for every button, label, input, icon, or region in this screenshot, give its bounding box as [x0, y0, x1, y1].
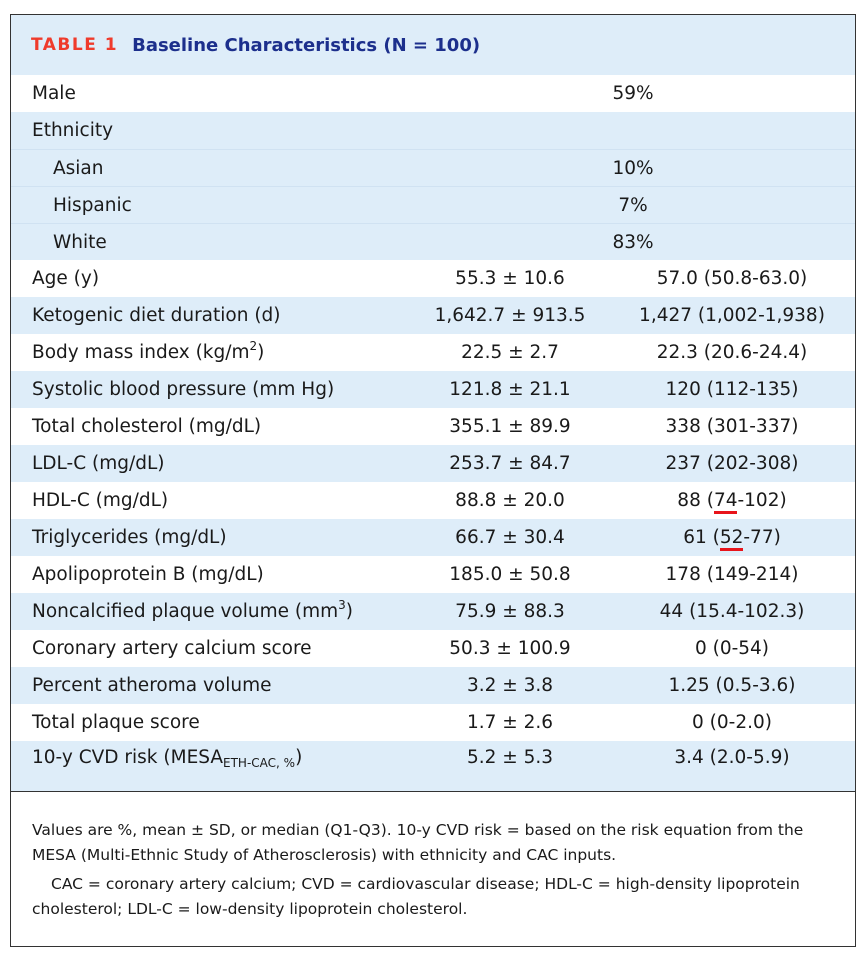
- row-median-iqr: 1.25 (0.5-3.6): [668, 675, 796, 696]
- row-median-iqr: 338 (301-337): [665, 416, 799, 437]
- row-median-iqr: 1,427 (1,002-1,938): [639, 305, 825, 326]
- table-row-male: Male 59%: [11, 75, 855, 112]
- row-label: White: [53, 231, 107, 253]
- row-median-iqr: 57.0 (50.8-63.0): [656, 268, 808, 289]
- row-label-text-end: ): [295, 747, 303, 768]
- row-label: Coronary artery calcium score: [32, 638, 312, 659]
- table-body: Male 59% Ethnicity Asian 10% Hispanic 7%…: [11, 75, 855, 791]
- row-mean-sd: 1,642.7 ± 913.5: [434, 305, 586, 326]
- row-median-iqr: 178 (149-214): [665, 564, 799, 585]
- row-label: Ketogenic diet duration (d): [32, 305, 281, 326]
- table-footnotes: Values are %, mean ± SD, or median (Q1-Q…: [11, 792, 855, 922]
- row-label-superscript: 2: [249, 339, 258, 353]
- table-row-cvd-risk: 10-y CVD risk (MESAETH-CAC, %) 5.2 ± 5.3…: [11, 741, 855, 791]
- row-label: Systolic blood pressure (mm Hg): [32, 379, 335, 400]
- row-mean-sd: 55.3 ± 10.6: [455, 268, 565, 289]
- row-label: Noncalcified plaque volume (mm3): [11, 598, 411, 622]
- row-mean-sd: 355.1 ± 89.9: [449, 416, 571, 437]
- row-label: Percent atheroma volume: [32, 675, 272, 696]
- median-text: 88 (: [677, 490, 714, 511]
- row-mean-sd: 22.5 ± 2.7: [461, 342, 559, 363]
- table-row-total-plaque-score: Total plaque score 1.7 ± 2.6 0 (0-2.0): [11, 704, 855, 741]
- table-row-asian: Asian 10%: [11, 149, 855, 186]
- row-median-iqr: 237 (202-308): [665, 453, 799, 474]
- row-label: Age (y): [32, 268, 100, 289]
- row-median-iqr: 44 (15.4-102.3): [659, 601, 805, 622]
- table-row-white: White 83%: [11, 223, 855, 260]
- table-row-ethnicity: Ethnicity: [11, 112, 855, 149]
- row-label: Hispanic: [53, 194, 132, 216]
- row-label-text-end: ): [345, 601, 353, 622]
- row-median-iqr: 3.4 (2.0-5.9): [674, 747, 790, 768]
- row-mean-sd: 5.2 ± 5.3: [466, 747, 554, 768]
- row-label-superscript: 3: [338, 598, 346, 612]
- row-label-text-end: ): [257, 342, 265, 363]
- row-median-iqr: 120 (112-135): [665, 379, 799, 400]
- row-value: 59%: [612, 83, 654, 104]
- row-label: Apolipoprotein B (mg/dL): [32, 564, 264, 585]
- table-row-triglycerides: Triglycerides (mg/dL) 66.7 ± 30.4 61 (52…: [11, 519, 855, 556]
- table-row-apob: Apolipoprotein B (mg/dL) 185.0 ± 50.8 17…: [11, 556, 855, 593]
- row-median-iqr: 61 (52-77): [609, 527, 855, 551]
- footnote-values: Values are %, mean ± SD, or median (Q1-Q…: [32, 821, 804, 864]
- table-row-age: Age (y) 55.3 ± 10.6 57.0 (50.8-63.0): [11, 260, 855, 297]
- row-label: LDL-C (mg/dL): [32, 453, 165, 474]
- row-value: 83%: [612, 231, 654, 253]
- row-label: Total cholesterol (mg/dL): [32, 416, 262, 437]
- row-mean-sd: 66.7 ± 30.4: [455, 527, 565, 548]
- median-text: 61 (: [683, 527, 720, 548]
- table-title: Baseline Characteristics (N = 100): [132, 34, 481, 56]
- row-mean-sd: 121.8 ± 21.1: [449, 379, 571, 400]
- highlighted-value: 74: [713, 490, 738, 514]
- row-label: 10-y CVD risk (MESAETH-CAC, %): [11, 747, 411, 770]
- row-label-subscript: ETH-CAC, %: [223, 756, 296, 770]
- row-label: Asian: [53, 157, 104, 179]
- row-mean-sd: 1.7 ± 2.6: [466, 712, 554, 733]
- row-label-text: Noncalcified plaque volume (mm: [32, 601, 339, 622]
- row-label: Triglycerides (mg/dL): [32, 527, 227, 548]
- table-row-pav: Percent atheroma volume 3.2 ± 3.8 1.25 (…: [11, 667, 855, 704]
- table-row-cac-score: Coronary artery calcium score 50.3 ± 100…: [11, 630, 855, 667]
- table-container: TABLE 1 Baseline Characteristics (N = 10…: [10, 14, 856, 947]
- row-median-iqr: 22.3 (20.6-24.4): [656, 342, 808, 363]
- row-label: Body mass index (kg/m2): [11, 339, 411, 363]
- row-label-text: 10-y CVD risk (MESA: [32, 747, 224, 768]
- row-median-iqr: 88 (74-102): [609, 490, 855, 514]
- row-value: 7%: [618, 194, 648, 216]
- row-mean-sd: 88.8 ± 20.0: [455, 490, 565, 511]
- row-mean-sd: 253.7 ± 84.7: [449, 453, 571, 474]
- table-row-ldl-c: LDL-C (mg/dL) 253.7 ± 84.7 237 (202-308): [11, 445, 855, 482]
- row-median-iqr: 0 (0-2.0): [692, 712, 772, 733]
- row-label: Ethnicity: [32, 120, 114, 141]
- footer-divider: [11, 791, 855, 792]
- row-mean-sd: 75.9 ± 88.3: [455, 601, 565, 622]
- table-row-bmi: Body mass index (kg/m2) 22.5 ± 2.7 22.3 …: [11, 334, 855, 371]
- row-label: HDL-C (mg/dL): [32, 490, 169, 511]
- row-median-iqr: 0 (0-54): [694, 638, 770, 659]
- row-label: Male: [32, 83, 76, 104]
- table-number-label: TABLE 1: [31, 35, 119, 55]
- table-row-hdl-c: HDL-C (mg/dL) 88.8 ± 20.0 88 (74-102): [11, 482, 855, 519]
- row-label: Total plaque score: [32, 712, 200, 733]
- highlighted-value: 52: [719, 527, 744, 551]
- table-row-ncpv: Noncalcified plaque volume (mm3) 75.9 ± …: [11, 593, 855, 630]
- row-value: 10%: [612, 157, 654, 179]
- table-row-hispanic: Hispanic 7%: [11, 186, 855, 223]
- table-row-systolic-bp: Systolic blood pressure (mm Hg) 121.8 ± …: [11, 371, 855, 408]
- row-mean-sd: 185.0 ± 50.8: [449, 564, 571, 585]
- median-text-end: -77): [743, 527, 781, 548]
- row-mean-sd: 50.3 ± 100.9: [449, 638, 571, 659]
- table-row-total-cholesterol: Total cholesterol (mg/dL) 355.1 ± 89.9 3…: [11, 408, 855, 445]
- row-mean-sd: 3.2 ± 3.8: [466, 675, 554, 696]
- table-header: TABLE 1 Baseline Characteristics (N = 10…: [11, 15, 855, 75]
- footnote-abbreviations: CAC = coronary artery calcium; CVD = car…: [32, 875, 800, 918]
- table-row-ketogenic-duration: Ketogenic diet duration (d) 1,642.7 ± 91…: [11, 297, 855, 334]
- row-label-text: Body mass index (kg/m: [32, 342, 250, 363]
- median-text-end: -102): [737, 490, 787, 511]
